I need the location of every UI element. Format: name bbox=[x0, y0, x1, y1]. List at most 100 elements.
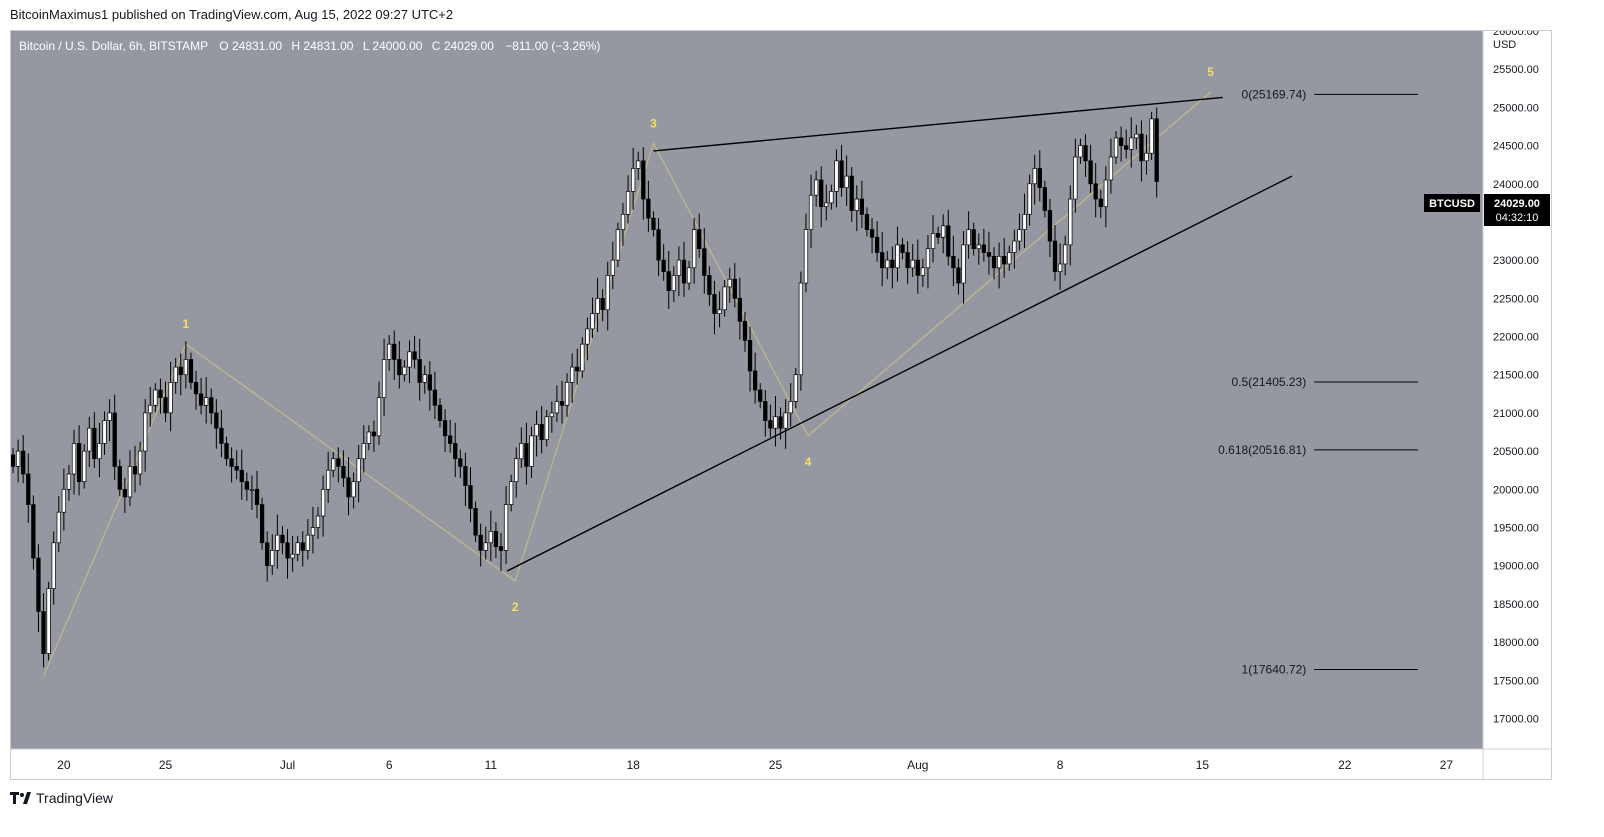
candle-body bbox=[600, 297, 605, 311]
candle bbox=[798, 271, 804, 391]
candle bbox=[702, 228, 707, 294]
candle-body bbox=[97, 443, 102, 460]
bar-countdown: 04:32:10 bbox=[1496, 212, 1539, 224]
candle-body bbox=[935, 233, 941, 238]
candle bbox=[996, 242, 1002, 289]
candle-body bbox=[869, 229, 875, 238]
time-tick-label: 11 bbox=[485, 758, 498, 772]
candle bbox=[51, 531, 56, 605]
candle bbox=[1098, 189, 1103, 219]
tradingview-logo[interactable]: TradingView bbox=[10, 790, 113, 806]
tradingview-icon bbox=[10, 792, 31, 804]
candle bbox=[224, 436, 229, 466]
candle-body bbox=[666, 271, 671, 292]
price-tick-label: 25500.00 bbox=[1493, 64, 1539, 76]
price-tick-label: 20000.00 bbox=[1493, 484, 1539, 496]
candle bbox=[620, 202, 626, 246]
candle bbox=[859, 180, 865, 229]
candle bbox=[483, 526, 488, 560]
candle-body bbox=[41, 611, 46, 654]
legend-close-value: 24029.00 bbox=[444, 39, 494, 53]
candle-body bbox=[773, 416, 778, 429]
candle-body bbox=[483, 542, 488, 551]
candle-body bbox=[87, 427, 92, 452]
candle bbox=[153, 383, 158, 413]
candle-body bbox=[122, 488, 127, 498]
candle bbox=[874, 221, 880, 262]
price-tag-background bbox=[1484, 194, 1550, 226]
fibonacci-levels[interactable]: 0(25169.74) 0.5(21405.23) 0.618(20516.81) 1… bbox=[1218, 87, 1418, 677]
candle-body bbox=[1103, 179, 1108, 208]
candle-body bbox=[280, 534, 285, 544]
price-axis[interactable] bbox=[1483, 31, 1551, 749]
candle-body bbox=[956, 267, 961, 284]
time-tick-label: Jul bbox=[280, 758, 295, 772]
candle-body bbox=[524, 443, 529, 467]
candle-body bbox=[229, 458, 234, 467]
candle bbox=[493, 522, 499, 559]
candle-body bbox=[214, 412, 219, 429]
candle bbox=[773, 396, 778, 447]
candle-body bbox=[1154, 118, 1159, 182]
candle-body bbox=[1042, 187, 1047, 211]
candle bbox=[397, 341, 402, 389]
legend-low-label: L bbox=[363, 39, 370, 53]
candle bbox=[280, 525, 285, 555]
candle-body bbox=[493, 530, 499, 547]
currency-label: USD bbox=[1493, 39, 1516, 51]
candle-body bbox=[1118, 137, 1124, 146]
current-price-tag[interactable]: BTCUSD 24029.00 04:32:10 bbox=[1424, 194, 1550, 226]
candle-body bbox=[1129, 137, 1134, 150]
candle bbox=[819, 166, 824, 228]
candle bbox=[712, 280, 717, 335]
candle bbox=[97, 422, 102, 478]
candle-body bbox=[819, 179, 824, 208]
candle-body bbox=[930, 233, 936, 250]
candle bbox=[381, 338, 387, 416]
candle bbox=[356, 444, 361, 503]
candle-body bbox=[1012, 240, 1017, 253]
candle-body bbox=[991, 255, 997, 269]
candle-body bbox=[661, 259, 666, 272]
candle-body bbox=[722, 286, 727, 311]
candle bbox=[524, 422, 529, 485]
candle bbox=[1088, 144, 1093, 193]
candle-body bbox=[549, 412, 554, 418]
candle-body bbox=[1017, 229, 1022, 242]
time-tick-label: Aug bbox=[907, 758, 928, 772]
wedge-trendlines[interactable] bbox=[506, 96, 1293, 572]
time-tick-label: 15 bbox=[1196, 758, 1210, 772]
candle-body bbox=[381, 359, 387, 398]
candle bbox=[946, 209, 951, 266]
candle-body bbox=[910, 259, 915, 269]
candle-body bbox=[646, 198, 651, 219]
candle bbox=[991, 247, 997, 280]
candle-body bbox=[966, 229, 971, 246]
candle bbox=[514, 447, 519, 498]
candle bbox=[925, 234, 931, 289]
svg-text:Bitcoin / U.S. Dollar, 6h, BIT: Bitcoin / U.S. Dollar, 6h, BITSTAMP O 24… bbox=[19, 39, 600, 53]
candle-body bbox=[132, 466, 138, 475]
candle-body bbox=[1124, 145, 1129, 150]
candle-body bbox=[1078, 145, 1083, 158]
candle-body bbox=[31, 504, 36, 559]
candle-body bbox=[92, 427, 97, 460]
candle bbox=[590, 297, 595, 339]
candle bbox=[11, 448, 16, 474]
legend-close-label: C bbox=[432, 39, 441, 53]
candle-body bbox=[163, 397, 168, 414]
chart-frame[interactable]: 0(25169.74) 0.5(21405.23) 0.618(20516.81) 1… bbox=[10, 30, 1552, 780]
candle-body bbox=[1063, 244, 1068, 265]
candle-body bbox=[1007, 252, 1012, 265]
time-axis[interactable] bbox=[11, 749, 1483, 779]
wave-labels: 1 2 3 4 5 bbox=[183, 65, 1215, 614]
price-chart[interactable]: 0(25169.74)0.5(21405.23)0.618(20516.81)1… bbox=[11, 31, 1551, 779]
candle bbox=[143, 399, 148, 472]
candle-body bbox=[1073, 156, 1078, 200]
candle bbox=[1124, 129, 1129, 159]
candle-body bbox=[315, 515, 321, 528]
candle bbox=[1134, 124, 1139, 150]
candle bbox=[178, 353, 183, 396]
candle-body bbox=[976, 244, 981, 250]
candle-body bbox=[737, 297, 743, 322]
